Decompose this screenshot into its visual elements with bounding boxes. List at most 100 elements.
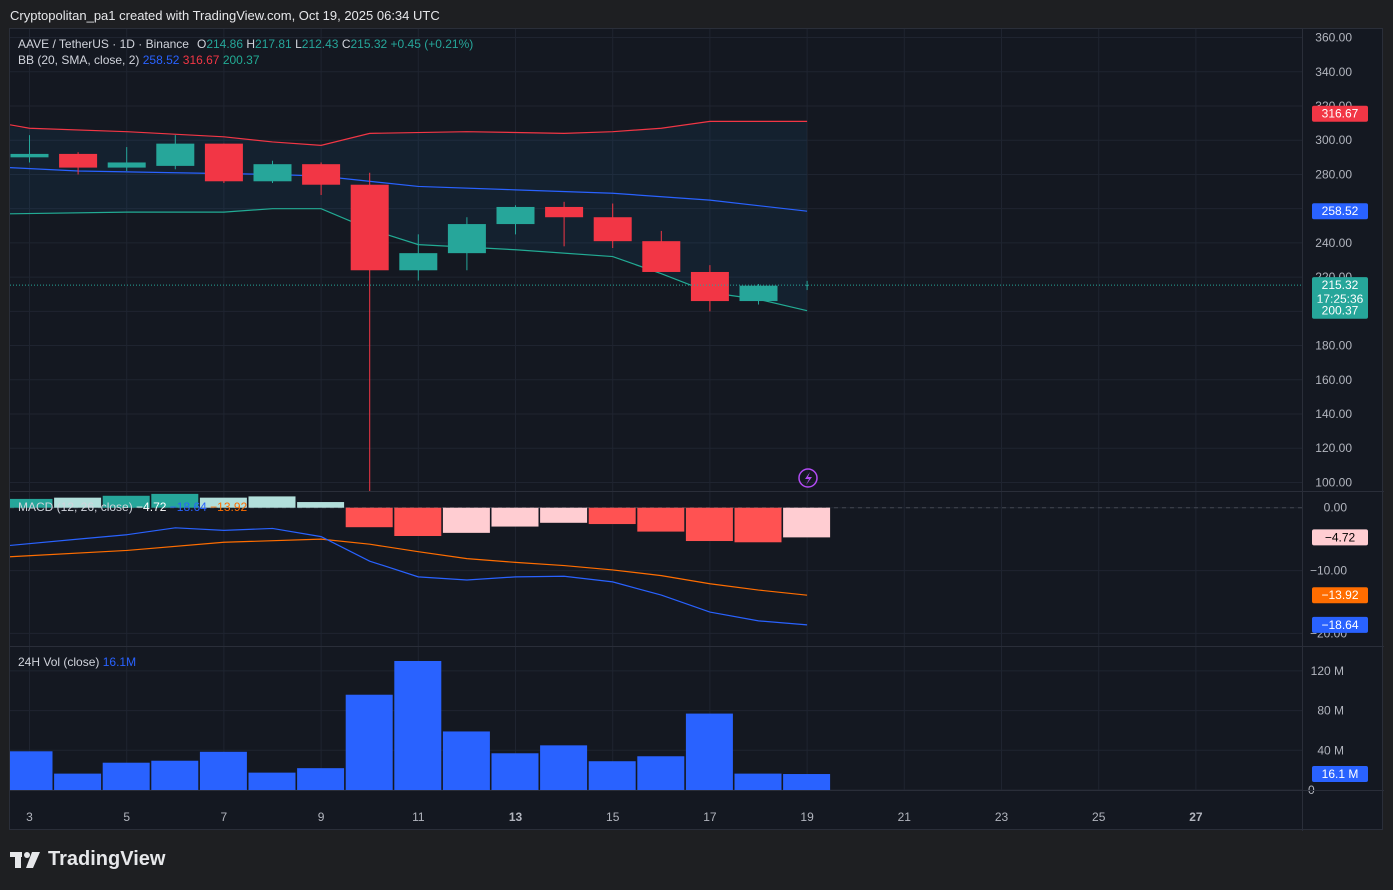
macd-histogram-bar	[442, 507, 490, 533]
macd-hist-value: −4.72	[136, 500, 167, 514]
tradingview-footer[interactable]: TradingView	[10, 848, 165, 871]
candle	[253, 160, 292, 183]
bb-upper-badge-text: 316.67	[1322, 107, 1359, 121]
macd-label[interactable]: MACD (12, 26, close)	[18, 500, 133, 514]
lightning-alert-icon[interactable]	[798, 468, 818, 488]
macd-histogram-bar	[248, 496, 296, 508]
bb-label[interactable]: BB (20, SMA, close, 2)	[18, 53, 140, 67]
volume-bar	[588, 761, 636, 790]
low-label: L	[295, 37, 302, 51]
x-tick-label: 7	[221, 810, 228, 824]
x-tick-label: 19	[800, 810, 814, 824]
candle-body	[447, 224, 486, 254]
x-tick-label: 27	[1189, 810, 1203, 824]
macd-legend[interactable]: MACD (12, 26, close) −4.72 −18.64 −13.92	[18, 500, 247, 514]
macd-line-value: −18.64	[169, 500, 207, 514]
close-label: C	[341, 37, 351, 51]
x-tick-label: 5	[123, 810, 130, 824]
pane-separators[interactable]	[10, 491, 1384, 647]
y-tick-label: 140.00	[1315, 407, 1352, 421]
candle-body	[593, 217, 632, 242]
countdown-text: 17:25:36	[1317, 292, 1364, 306]
volume-y-tick-label: 120 M	[1311, 664, 1344, 678]
volume-badge-bg	[1312, 766, 1368, 783]
volume-legend[interactable]: 24H Vol (close) 16.1M	[18, 655, 136, 669]
candle-body	[545, 206, 584, 218]
volume-badge: 16.1 M	[1312, 766, 1368, 783]
macd-histogram-bar	[10, 498, 53, 508]
volume-label[interactable]: 24H Vol (close)	[18, 655, 100, 669]
macd-signal-line	[10, 538, 808, 596]
bb-upper-value: 316.67	[182, 53, 220, 67]
volume-bar	[10, 751, 53, 790]
volume-bar	[491, 753, 539, 790]
volume-bar	[442, 731, 490, 790]
candle-body	[806, 285, 809, 287]
macd-histogram-bar	[491, 507, 539, 527]
macd-histogram-bar	[637, 507, 685, 532]
macd-signal-value: −13.92	[210, 500, 248, 514]
candle	[447, 217, 486, 271]
tradingview-brand: TradingView	[48, 848, 166, 870]
y-tick-label: 100.00	[1315, 475, 1352, 489]
volume-y-tick-label: 80 M	[1317, 704, 1344, 718]
candle-body	[399, 253, 438, 271]
candle-body	[350, 184, 389, 271]
bb-legend-row[interactable]: BB (20, SMA, close, 2) 258.52 316.67 200…	[18, 52, 473, 68]
candle-body	[739, 285, 778, 302]
y-tick-label: 280.00	[1315, 167, 1352, 181]
macd-histogram-bar	[199, 497, 247, 508]
volume-bar	[540, 745, 588, 790]
macd-y-tick-label: 0.00	[1324, 501, 1348, 515]
y-tick-label: 160.00	[1315, 373, 1352, 387]
volume-bar	[151, 760, 199, 790]
last-price-badge-bg	[1312, 277, 1368, 308]
volume-bar	[297, 768, 345, 790]
candle-body	[253, 164, 292, 182]
symbol-title[interactable]: AAVE / TetherUS · 1D · Binance	[18, 37, 189, 51]
chart-area[interactable]: 3 5 7 9 11 13 15 17 19 21 23 25 27 100.00 120.00 140.00…	[9, 28, 1384, 831]
bb-lower-badge-text: 200.37	[1322, 304, 1359, 318]
macd-hist-badge: −4.72	[1312, 529, 1368, 546]
macd-histogram-bar	[54, 497, 102, 508]
volume-bar	[637, 756, 685, 790]
volume-bar	[54, 773, 102, 790]
volume-bar	[685, 713, 733, 790]
macd-signal-badge-bg	[1312, 587, 1368, 604]
y-tick-label: 360.00	[1315, 31, 1352, 45]
macd-histogram-bar	[102, 495, 150, 508]
candle	[302, 162, 341, 195]
candle-body	[59, 153, 98, 168]
x-tick-label: 21	[898, 810, 912, 824]
candle	[10, 135, 49, 163]
ohlc-legend-row[interactable]: AAVE / TetherUS · 1D · Binance O214.86 H2…	[18, 36, 473, 52]
candle-body	[156, 143, 195, 166]
bb-basis-badge-text: 258.52	[1322, 204, 1359, 218]
volume-bar	[248, 772, 296, 790]
volume-bar	[199, 751, 247, 790]
x-tick-label: 17	[703, 810, 717, 824]
macd-line-badge-text: −18.64	[1321, 618, 1358, 632]
macd-signal-badge: −13.92	[1312, 587, 1368, 604]
tradingview-logo-icon	[10, 850, 42, 870]
y-tick-label: 300.00	[1315, 133, 1352, 147]
volume-value: 16.1M	[102, 655, 137, 669]
chart-svg[interactable]: 3 5 7 9 11 13 15 17 19 21 23 25 27 100.00 120.00 140.00…	[10, 29, 1384, 831]
macd-line	[10, 527, 808, 626]
close-value: 215.32	[350, 37, 388, 51]
volume-bar	[345, 694, 393, 790]
high-value: 217.81	[255, 37, 292, 51]
volume-bar	[734, 773, 782, 790]
open-label: O	[196, 37, 207, 51]
candle	[806, 280, 809, 291]
x-tick-label: 25	[1092, 810, 1106, 824]
y-tick-label: 240.00	[1315, 236, 1352, 250]
candle-body	[496, 206, 535, 225]
candle	[642, 230, 681, 272]
volume-badge-text: 16.1 M	[1322, 767, 1359, 781]
bb-lower-value: 200.37	[222, 53, 260, 67]
volume-bar	[394, 660, 442, 790]
main-legend: AAVE / TetherUS · 1D · Binance O214.86 H2…	[18, 36, 473, 68]
candle-body	[204, 143, 243, 182]
candle	[59, 152, 98, 175]
